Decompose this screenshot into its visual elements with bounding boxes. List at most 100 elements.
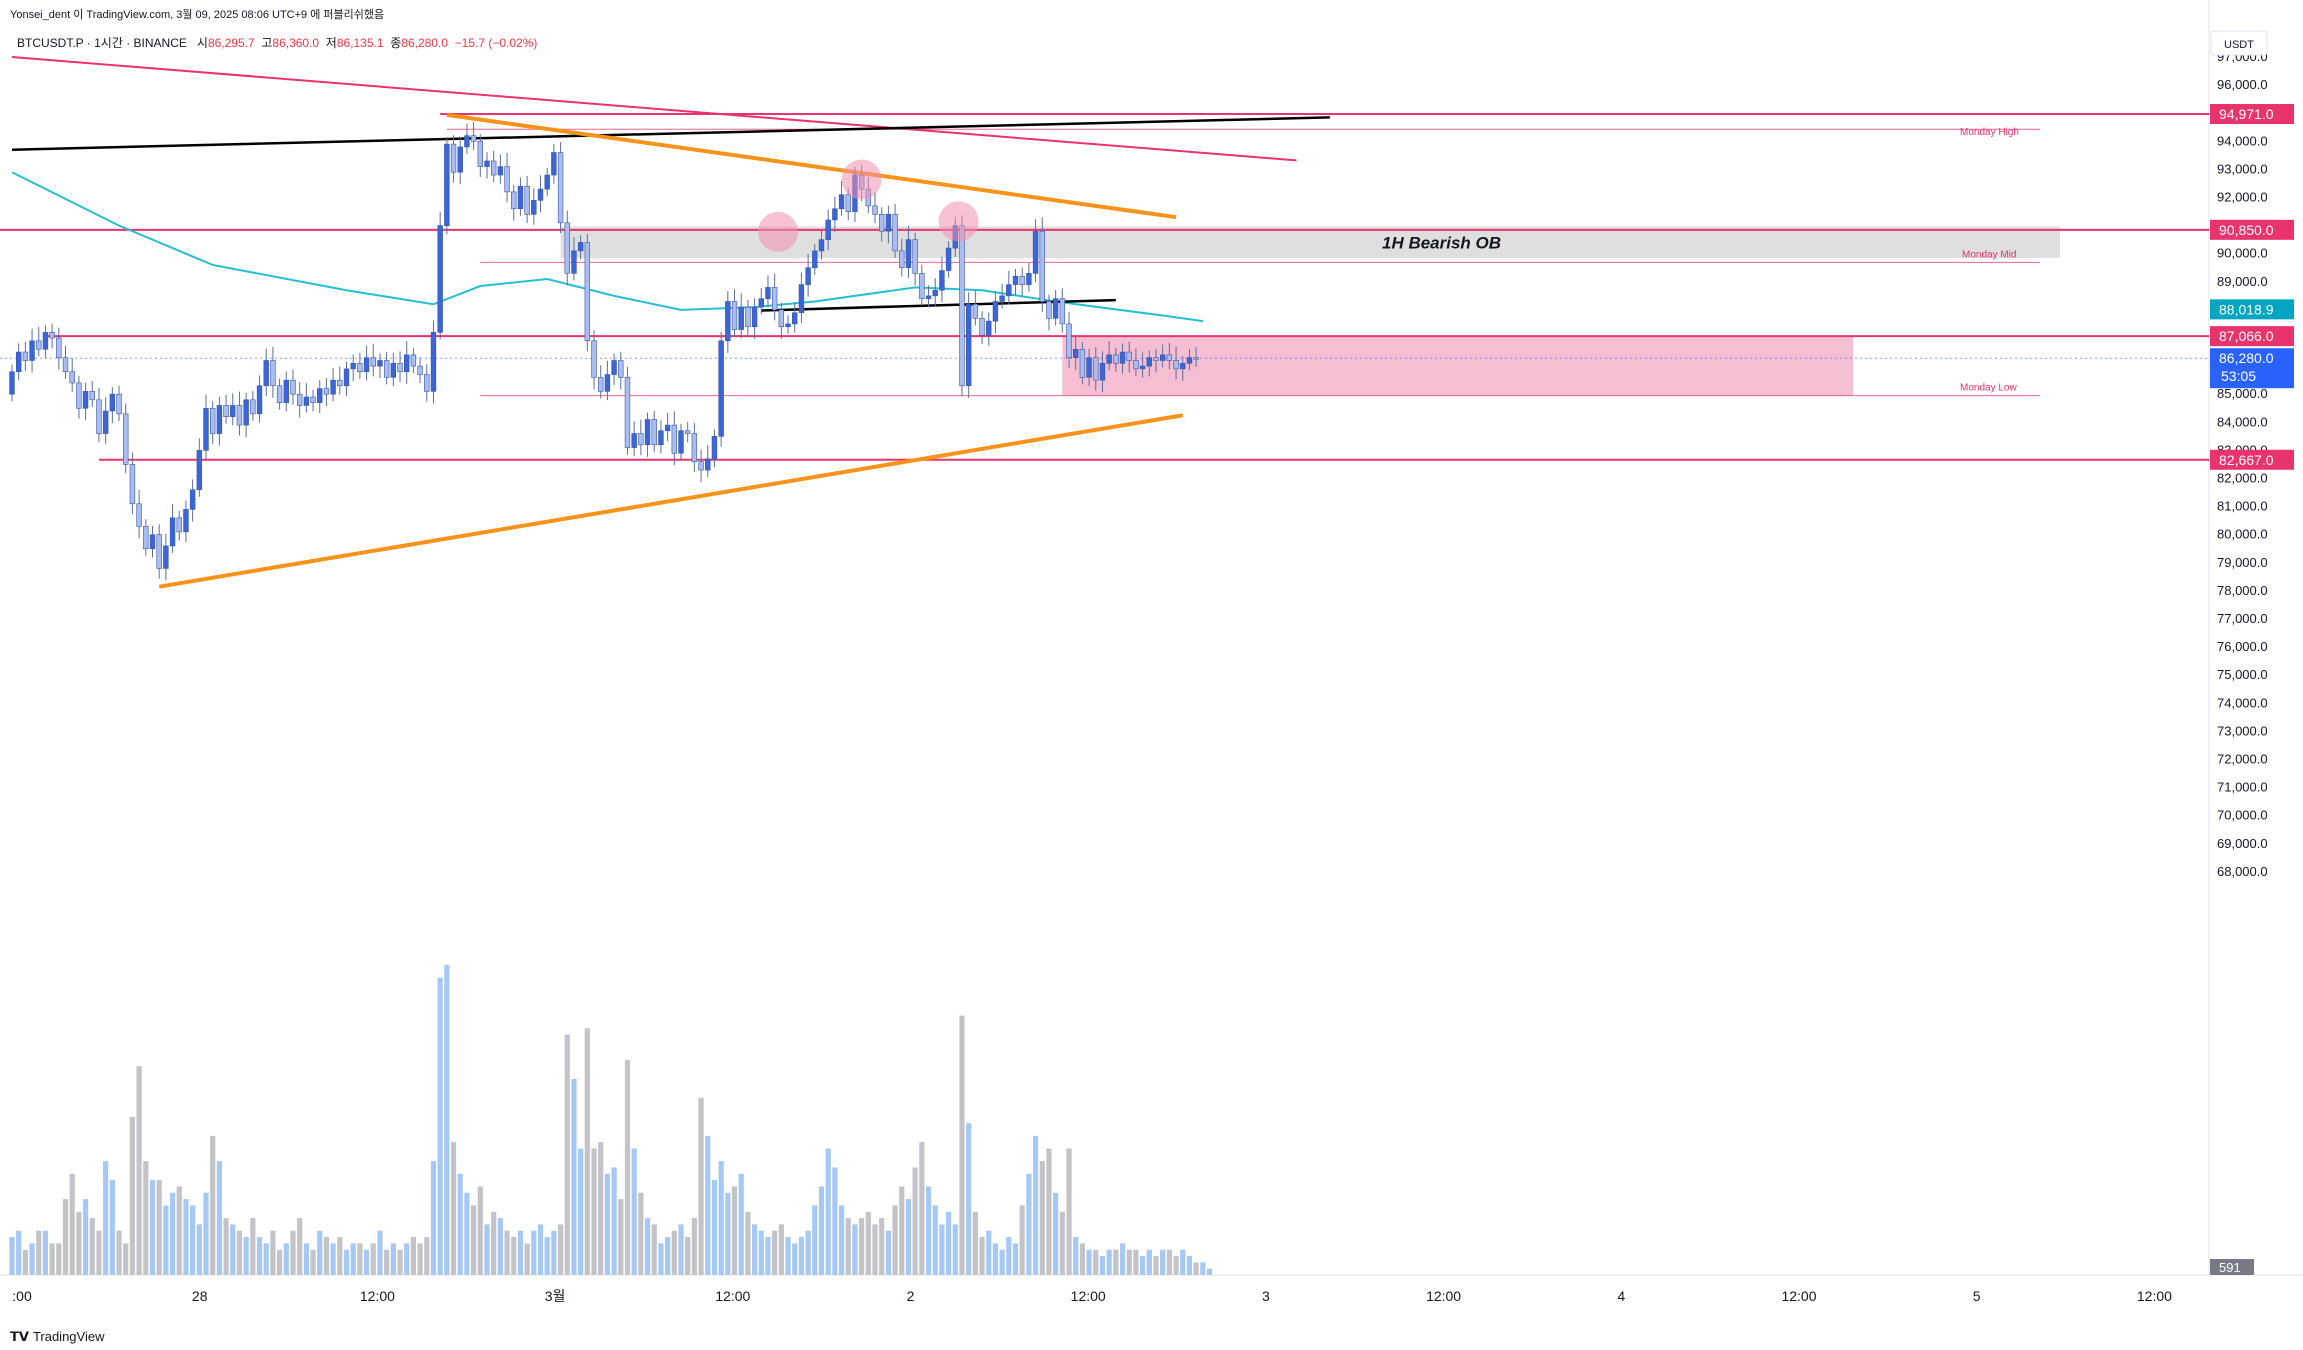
candle-body [1173, 360, 1179, 370]
candle-body [1006, 284, 1012, 297]
volume-bar [604, 1173, 611, 1275]
volume-bar [343, 1249, 350, 1275]
candle-body [718, 340, 724, 437]
volume-bar [270, 1230, 276, 1275]
candle-body [684, 430, 691, 434]
volume-bar [838, 1205, 845, 1275]
volume-bar [404, 1243, 410, 1275]
volume-bar [377, 1230, 383, 1275]
volume-bar [430, 1161, 437, 1275]
candle-body [845, 194, 851, 212]
volume-bar [1066, 1148, 1072, 1275]
volume-bar [370, 1243, 376, 1275]
candle-body [1079, 348, 1086, 378]
candle-body [377, 360, 383, 367]
candle-body [276, 385, 283, 403]
candle-body [537, 188, 544, 201]
candle-body [999, 295, 1005, 302]
price-tick-label: 93,000.0 [2217, 161, 2268, 176]
volume-bar [517, 1230, 524, 1275]
publish-watermark: Yonsei_dent 이 TradingView.com, 3월 09, 20… [10, 9, 385, 21]
candle-body [169, 517, 176, 547]
candle-body [343, 368, 350, 387]
candle-body [464, 135, 470, 148]
candle-body [604, 374, 611, 392]
price-tick-label: 94,000.0 [2217, 133, 2268, 148]
volume-bar [1099, 1256, 1106, 1275]
volume-bar [531, 1230, 537, 1275]
ascending-orange-line [158, 413, 1184, 589]
time-tick-label: 2 [907, 1288, 915, 1304]
candle-body [584, 242, 591, 342]
volume-bar [350, 1243, 356, 1275]
volume-bar [103, 1161, 109, 1275]
candle-body [671, 424, 678, 454]
zones [560, 226, 2060, 396]
candle-body [22, 351, 29, 361]
candle-body [69, 371, 75, 384]
price-tick-label: 76,000.0 [2217, 639, 2268, 654]
volume-bar [29, 1243, 35, 1275]
candle-body [1066, 323, 1072, 358]
volume-bar [691, 1218, 697, 1275]
candle-body [798, 284, 805, 314]
annotations: 1H Bearish OB Monday High Monday Mid Mon… [1382, 127, 2019, 393]
volume-bar [330, 1243, 336, 1275]
monday-mid-label: Monday Mid [1962, 249, 2016, 260]
time-tick-label: 12:00 [2137, 1288, 2172, 1304]
volume-bar [852, 1224, 858, 1275]
volume-bar [56, 1243, 62, 1275]
high-value: 86,360.0 [272, 36, 320, 50]
volume-bar [1153, 1256, 1159, 1275]
volume-bar [471, 1205, 477, 1275]
volume-bar [464, 1192, 470, 1275]
candle-body [678, 430, 684, 454]
candle-body [223, 405, 229, 417]
candle-body [899, 250, 905, 269]
price-tick-label: 68,000.0 [2217, 864, 2268, 879]
volume-bar [230, 1224, 236, 1275]
volume-bar [76, 1211, 82, 1275]
volume-bar [96, 1230, 102, 1275]
candle-body [383, 360, 390, 378]
change-value: −15.7 (−0.02%) [454, 36, 538, 50]
currency-button[interactable]: USDT [2210, 30, 2268, 56]
candle-body [738, 306, 744, 330]
volume-bar [892, 1205, 898, 1275]
currency-label: USDT [2224, 39, 2254, 51]
candle-body [644, 419, 651, 446]
volume-bar [149, 1180, 156, 1275]
volume-bar [169, 1192, 176, 1275]
candle-body [497, 166, 504, 176]
volume-bar [711, 1180, 718, 1275]
candle-body [965, 303, 972, 387]
volume-bar [624, 1059, 631, 1275]
candle-body [390, 362, 397, 378]
last-price-tag: 86,280.0 [2219, 350, 2274, 366]
volume-bar [644, 1218, 651, 1275]
symbol-name[interactable]: BTCUSDT.P · 1시간 · BINANCE [17, 36, 187, 50]
volume-bar [116, 1230, 122, 1275]
candle-body [577, 242, 584, 252]
candle-body [236, 405, 243, 426]
volume-bar [544, 1237, 550, 1275]
trendlines [11, 56, 1330, 589]
candle-body [945, 247, 952, 271]
candle-body [410, 354, 417, 367]
time-tick-label: 12:00 [360, 1288, 395, 1304]
volume-bar [651, 1224, 657, 1275]
volume-bar [751, 1224, 758, 1275]
tradingview-logo[interactable]: 𝗧𝗩 TradingView [10, 1329, 104, 1345]
volume-bar [899, 1186, 905, 1275]
time-axis[interactable]: :00 28 12:00 3월 12:00 2 12:00 3 12:00 4 12:00 5 12:0… [12, 1288, 2303, 1304]
price-tick-label: 96,000.0 [2217, 77, 2268, 92]
candle-body [490, 160, 497, 176]
time-tick-label: 4 [1617, 1288, 1625, 1304]
candle-body [872, 205, 878, 215]
volume-bar [22, 1249, 28, 1275]
volume-bar [731, 1186, 738, 1275]
candle-body [417, 365, 423, 375]
volume-bar [959, 1015, 965, 1275]
volume-bar [564, 1034, 570, 1275]
